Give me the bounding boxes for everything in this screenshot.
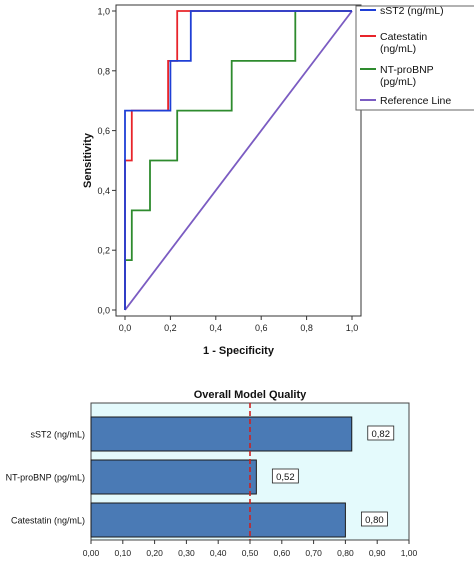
category-label: sST2 (ng/mL) (30, 430, 85, 440)
x-tick-label: 0,80 (337, 548, 354, 558)
y-tick-label: 1,0 (97, 7, 110, 17)
roc-line (124, 10, 352, 310)
x-tick-label: 0,0 (119, 323, 132, 333)
legend-box (355, 5, 474, 111)
legend-label: Reference Line (380, 95, 451, 107)
y-tick-label: 0,2 (97, 246, 110, 256)
x-tick-label: 0,50 (242, 548, 259, 558)
x-axis-title: 1 - Specificity (203, 345, 275, 357)
y-tick-label: 0,4 (97, 186, 110, 196)
x-tick-label: 0,40 (210, 548, 227, 558)
x-tick-label: 1,0 (346, 323, 359, 333)
x-tick-label: 0,6 (255, 323, 268, 333)
roc-line (124, 10, 352, 310)
bar (90, 416, 353, 452)
value-label-box (360, 511, 388, 527)
roc-plot-frame (115, 4, 362, 317)
bar (90, 459, 257, 495)
value-label: 0,80 (365, 515, 384, 526)
roc-chart: 0,0 0,2 0,4 0,6 0,8 1,0 0,0 0,2 0,4 0,6 0,8 1,0 1 - … (82, 4, 474, 357)
x-tick-label: 0,2 (164, 323, 177, 333)
x-tick-label: 0,8 (300, 323, 313, 333)
chart-title: Overall Model Quality (194, 389, 307, 401)
x-tick-label: 0,00 (83, 548, 100, 558)
x-tick-label: 0,60 (274, 548, 291, 558)
x-tick-label: 0,90 (369, 548, 386, 558)
x-tick-label: 0,30 (178, 548, 195, 558)
value-label-box (367, 425, 395, 441)
legend-label: NT-proBNP (pg/mL) (380, 64, 434, 88)
y-axis-title: Sensitivity (82, 132, 94, 188)
value-label-box (271, 468, 299, 484)
bar (90, 502, 346, 538)
y-tick-label: 0,6 (97, 126, 110, 136)
x-tick-label: 0,20 (146, 548, 163, 558)
roc-line (124, 10, 353, 311)
x-tick-label: 0,4 (210, 323, 223, 333)
legend-label: Catestatin (ng/mL) (380, 31, 427, 55)
category-label: NT-proBNP (pg/mL) (6, 473, 85, 483)
category-label: Catestatin (ng/mL) (11, 516, 85, 526)
y-tick-label: 0,8 (97, 66, 110, 76)
model-quality-chart: Overall Model Quality sST2 (ng/mL) 0,82 NT-… (6, 389, 418, 558)
roc-line (124, 10, 352, 310)
x-tick-label: 0,70 (305, 548, 322, 558)
value-label: 0,82 (372, 429, 391, 440)
legend-label: sST2 (ng/mL) (380, 5, 444, 17)
x-tick-label: 0,10 (115, 548, 132, 558)
y-tick-label: 0,0 (97, 306, 110, 316)
value-label: 0,52 (276, 472, 295, 483)
x-tick-label: 1,00 (401, 548, 418, 558)
